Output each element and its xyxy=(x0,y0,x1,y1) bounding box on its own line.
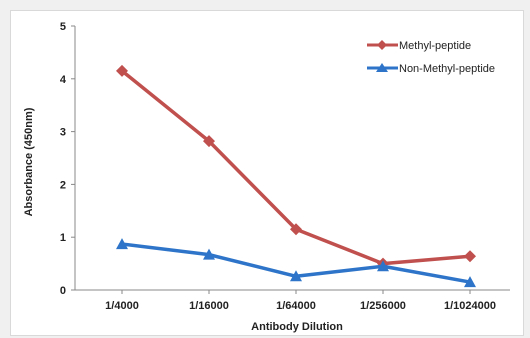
x-tick-label: 1/4000 xyxy=(105,300,139,312)
data-point-non-methyl-peptide xyxy=(116,238,128,250)
legend-item-methyl: Methyl-peptide xyxy=(367,40,471,52)
data-point-methyl-peptide xyxy=(290,223,302,236)
data-point-methyl-peptide xyxy=(464,250,476,263)
y-tick-label: 2 xyxy=(60,179,66,191)
y-tick-labels: 0 1 2 3 4 5 xyxy=(60,21,75,297)
legend-label-non-methyl: Non-Methyl-peptide xyxy=(399,63,495,75)
legend-item-non-methyl: Non-Methyl-peptide xyxy=(367,63,495,75)
chart-panel xyxy=(10,10,524,336)
x-tick-label: 1/64000 xyxy=(276,300,316,312)
axes xyxy=(74,26,510,291)
legend-label-methyl: Methyl-peptide xyxy=(399,40,471,52)
x-tick-label: 1/1024000 xyxy=(444,300,496,312)
data-point-non-methyl-peptide xyxy=(377,260,389,272)
data-point-non-methyl-peptide xyxy=(203,248,215,260)
series-layer xyxy=(116,64,476,288)
y-tick-label: 1 xyxy=(60,232,66,244)
x-tick-labels: 1/4000 1/16000 1/64000 1/256000 1/1024000 xyxy=(105,290,496,312)
legend-marker-methyl xyxy=(377,40,387,50)
x-axis-title: Antibody Dilution xyxy=(251,321,343,333)
legend-marker-non-methyl xyxy=(376,63,388,72)
y-tick-label: 4 xyxy=(60,74,67,86)
x-tick-label: 1/16000 xyxy=(189,300,229,312)
y-tick-label: 0 xyxy=(60,285,66,297)
data-point-non-methyl-peptide xyxy=(290,270,302,282)
legend: Methyl-peptide Non-Methyl-peptide xyxy=(367,40,495,75)
y-tick-label: 3 xyxy=(60,127,66,139)
x-tick-label: 1/256000 xyxy=(360,300,406,312)
y-tick-label: 5 xyxy=(60,21,66,33)
data-point-methyl-peptide xyxy=(203,135,215,148)
y-axis-title: Absorbance (450nm) xyxy=(23,107,35,216)
data-point-non-methyl-peptide xyxy=(464,276,476,288)
data-point-methyl-peptide xyxy=(116,64,128,77)
